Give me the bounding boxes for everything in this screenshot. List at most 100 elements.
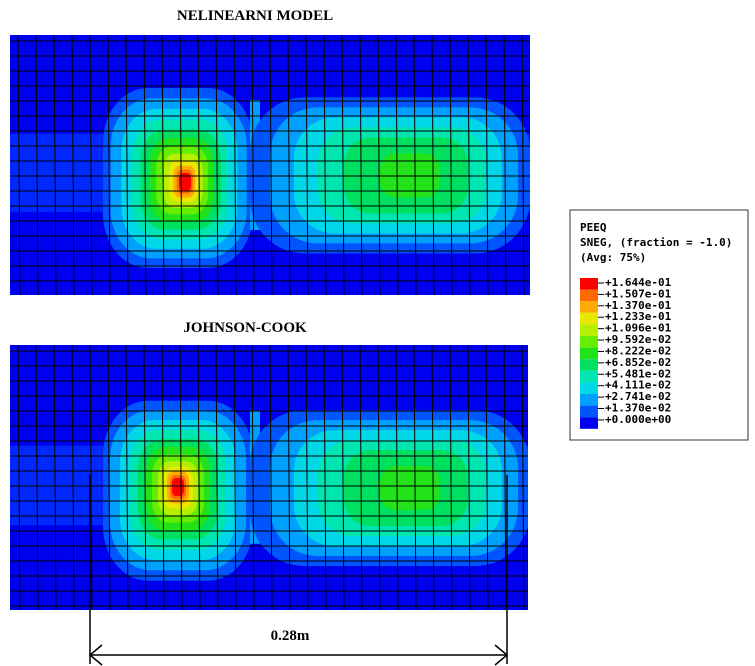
mesh-line xyxy=(449,35,453,295)
mesh-line xyxy=(359,345,363,610)
contour-plots xyxy=(10,35,530,610)
legend-swatch xyxy=(580,324,598,336)
mesh-line xyxy=(53,345,57,610)
mesh-line xyxy=(467,345,471,610)
legend-box xyxy=(569,209,749,441)
mesh-line xyxy=(503,345,507,610)
legend-label: +0.000e+00 xyxy=(605,413,671,426)
mesh-line xyxy=(215,345,219,610)
mesh-line xyxy=(125,35,129,295)
arrow-head xyxy=(494,644,509,666)
contour-layer xyxy=(10,35,530,295)
mesh-line xyxy=(161,345,165,610)
mesh-line xyxy=(125,345,129,610)
legend-label: +1.096e-01 xyxy=(605,322,672,335)
mesh-line xyxy=(467,35,471,295)
mesh-line xyxy=(323,345,327,610)
mesh-line xyxy=(17,35,21,295)
mesh-line xyxy=(251,345,255,610)
mesh-line xyxy=(413,345,417,610)
contour-plot xyxy=(10,35,530,295)
mesh-line xyxy=(143,345,147,610)
legend-label: +1.507e-01 xyxy=(605,287,672,300)
mesh-line xyxy=(107,35,111,295)
mesh-line xyxy=(287,35,291,295)
legend-label: +1.370e-01 xyxy=(605,299,672,312)
contour-layer xyxy=(10,345,528,610)
mesh-line xyxy=(107,345,111,610)
mesh-line xyxy=(269,35,273,295)
mesh-line xyxy=(413,35,417,295)
legend-swatch xyxy=(580,278,598,290)
legend-label: +8.222e-02 xyxy=(605,344,671,357)
mesh-line xyxy=(71,345,75,610)
legend-label: +1.233e-01 xyxy=(605,310,672,323)
legend-swatch xyxy=(580,289,598,302)
legend-swatch xyxy=(580,359,598,371)
contour-region xyxy=(172,478,184,496)
mesh-line xyxy=(215,35,219,295)
legend-swatch xyxy=(580,347,598,360)
mesh-line xyxy=(521,35,525,295)
mesh-line xyxy=(35,345,39,610)
legend-label: +4.111e-02 xyxy=(605,379,671,392)
mesh-line xyxy=(485,345,489,610)
legend-swatch xyxy=(580,405,598,418)
mesh-line xyxy=(269,345,273,610)
mesh-line xyxy=(35,35,39,295)
legend-title: (Avg: 75%) xyxy=(580,251,646,264)
mesh-line xyxy=(89,35,93,295)
mesh-line xyxy=(197,35,201,295)
dimension-label: 0.28m xyxy=(271,628,310,644)
contour-region xyxy=(380,466,440,511)
mesh-line xyxy=(89,345,93,610)
arrow-head xyxy=(88,644,103,666)
legend-label: +6.852e-02 xyxy=(605,356,671,369)
contour-region xyxy=(380,153,440,198)
mesh-line xyxy=(359,35,363,295)
legend-label: +9.592e-02 xyxy=(605,333,671,346)
mesh-line xyxy=(71,35,75,295)
mesh-line xyxy=(287,345,291,610)
contour-region xyxy=(179,173,191,191)
contour-plot xyxy=(10,345,528,610)
legend-swatch xyxy=(580,394,598,406)
mesh-line xyxy=(521,345,525,610)
mesh-line xyxy=(161,35,165,295)
legend-swatch xyxy=(580,370,598,383)
legend-swatch xyxy=(580,417,598,429)
mesh-line xyxy=(395,35,399,295)
mesh-line xyxy=(503,35,507,295)
mesh-line xyxy=(377,35,381,295)
legend-swatch xyxy=(580,301,598,313)
legend-label: +5.481e-02 xyxy=(605,367,671,380)
mesh-line xyxy=(485,35,489,295)
mesh-line xyxy=(143,35,147,295)
mesh-line xyxy=(395,345,399,610)
mesh-line xyxy=(197,345,201,610)
mesh-line xyxy=(53,35,57,295)
mesh-line xyxy=(233,345,237,610)
mesh-line xyxy=(431,35,435,295)
mesh-line xyxy=(431,345,435,610)
mesh-line xyxy=(305,35,309,295)
mesh-line xyxy=(17,345,21,610)
mesh-line xyxy=(341,345,345,610)
legend-label: +1.370e-02 xyxy=(605,402,671,415)
legend-label: +1.644e-01 xyxy=(605,276,672,289)
mesh-line xyxy=(305,345,309,610)
bottom-title: JOHNSON-COOK xyxy=(183,320,307,336)
legend-label: +2.741e-02 xyxy=(605,390,671,403)
legend-swatch xyxy=(580,336,598,348)
mesh-line xyxy=(233,35,237,295)
mesh-line xyxy=(449,345,453,610)
dimension xyxy=(88,475,509,666)
mesh-line xyxy=(323,35,327,295)
top-title: NELINEARNI MODEL xyxy=(177,8,333,24)
legend-swatch xyxy=(580,312,598,325)
mesh-line xyxy=(251,35,255,295)
mesh-line xyxy=(179,35,183,295)
legend-title: PEEQ xyxy=(580,221,607,234)
mesh-line xyxy=(341,35,345,295)
